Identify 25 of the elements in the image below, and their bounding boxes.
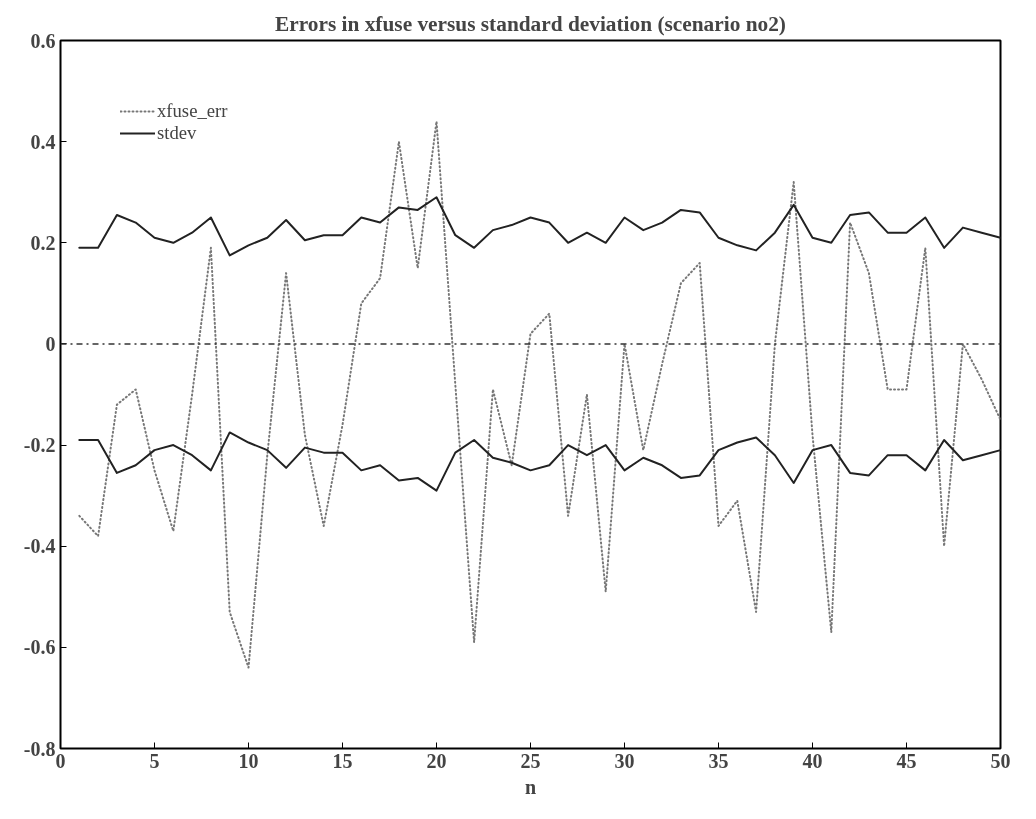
y-tick-label: -0.4 xyxy=(23,535,56,558)
x-axis-title: n xyxy=(524,775,537,798)
y-tick-label: -0.6 xyxy=(23,636,56,659)
x-tick-label: 10 xyxy=(238,749,259,772)
chart-title: Errors in xfuse versus standard deviation (scenario no2) xyxy=(275,11,786,36)
x-tick-label: 15 xyxy=(332,749,353,772)
x-tick-label: 40 xyxy=(802,749,823,772)
x-tick-label: 45 xyxy=(896,749,917,772)
line-series xyxy=(78,431,1001,492)
x-tick-label: 25 xyxy=(520,749,541,772)
x-tick-label: 5 xyxy=(149,749,160,772)
line-series xyxy=(78,196,1001,257)
y-tick-label: 0.6 xyxy=(30,29,56,52)
x-tick-label: 35 xyxy=(708,749,729,772)
y-tick-label: 0 xyxy=(45,332,56,355)
x-tick-label: 50 xyxy=(990,749,1011,772)
legend-label: stdev xyxy=(157,122,197,144)
x-tick-label: 20 xyxy=(426,749,447,772)
line-series xyxy=(78,120,1001,669)
x-tick-label: 30 xyxy=(614,749,635,772)
y-tick-label: -0.2 xyxy=(23,434,56,457)
y-tick-label: 0.2 xyxy=(30,231,56,254)
y-tick-label: -0.8 xyxy=(23,737,56,760)
y-tick-label: 0.4 xyxy=(30,130,56,153)
legend-label: xfuse_err xyxy=(157,100,228,122)
